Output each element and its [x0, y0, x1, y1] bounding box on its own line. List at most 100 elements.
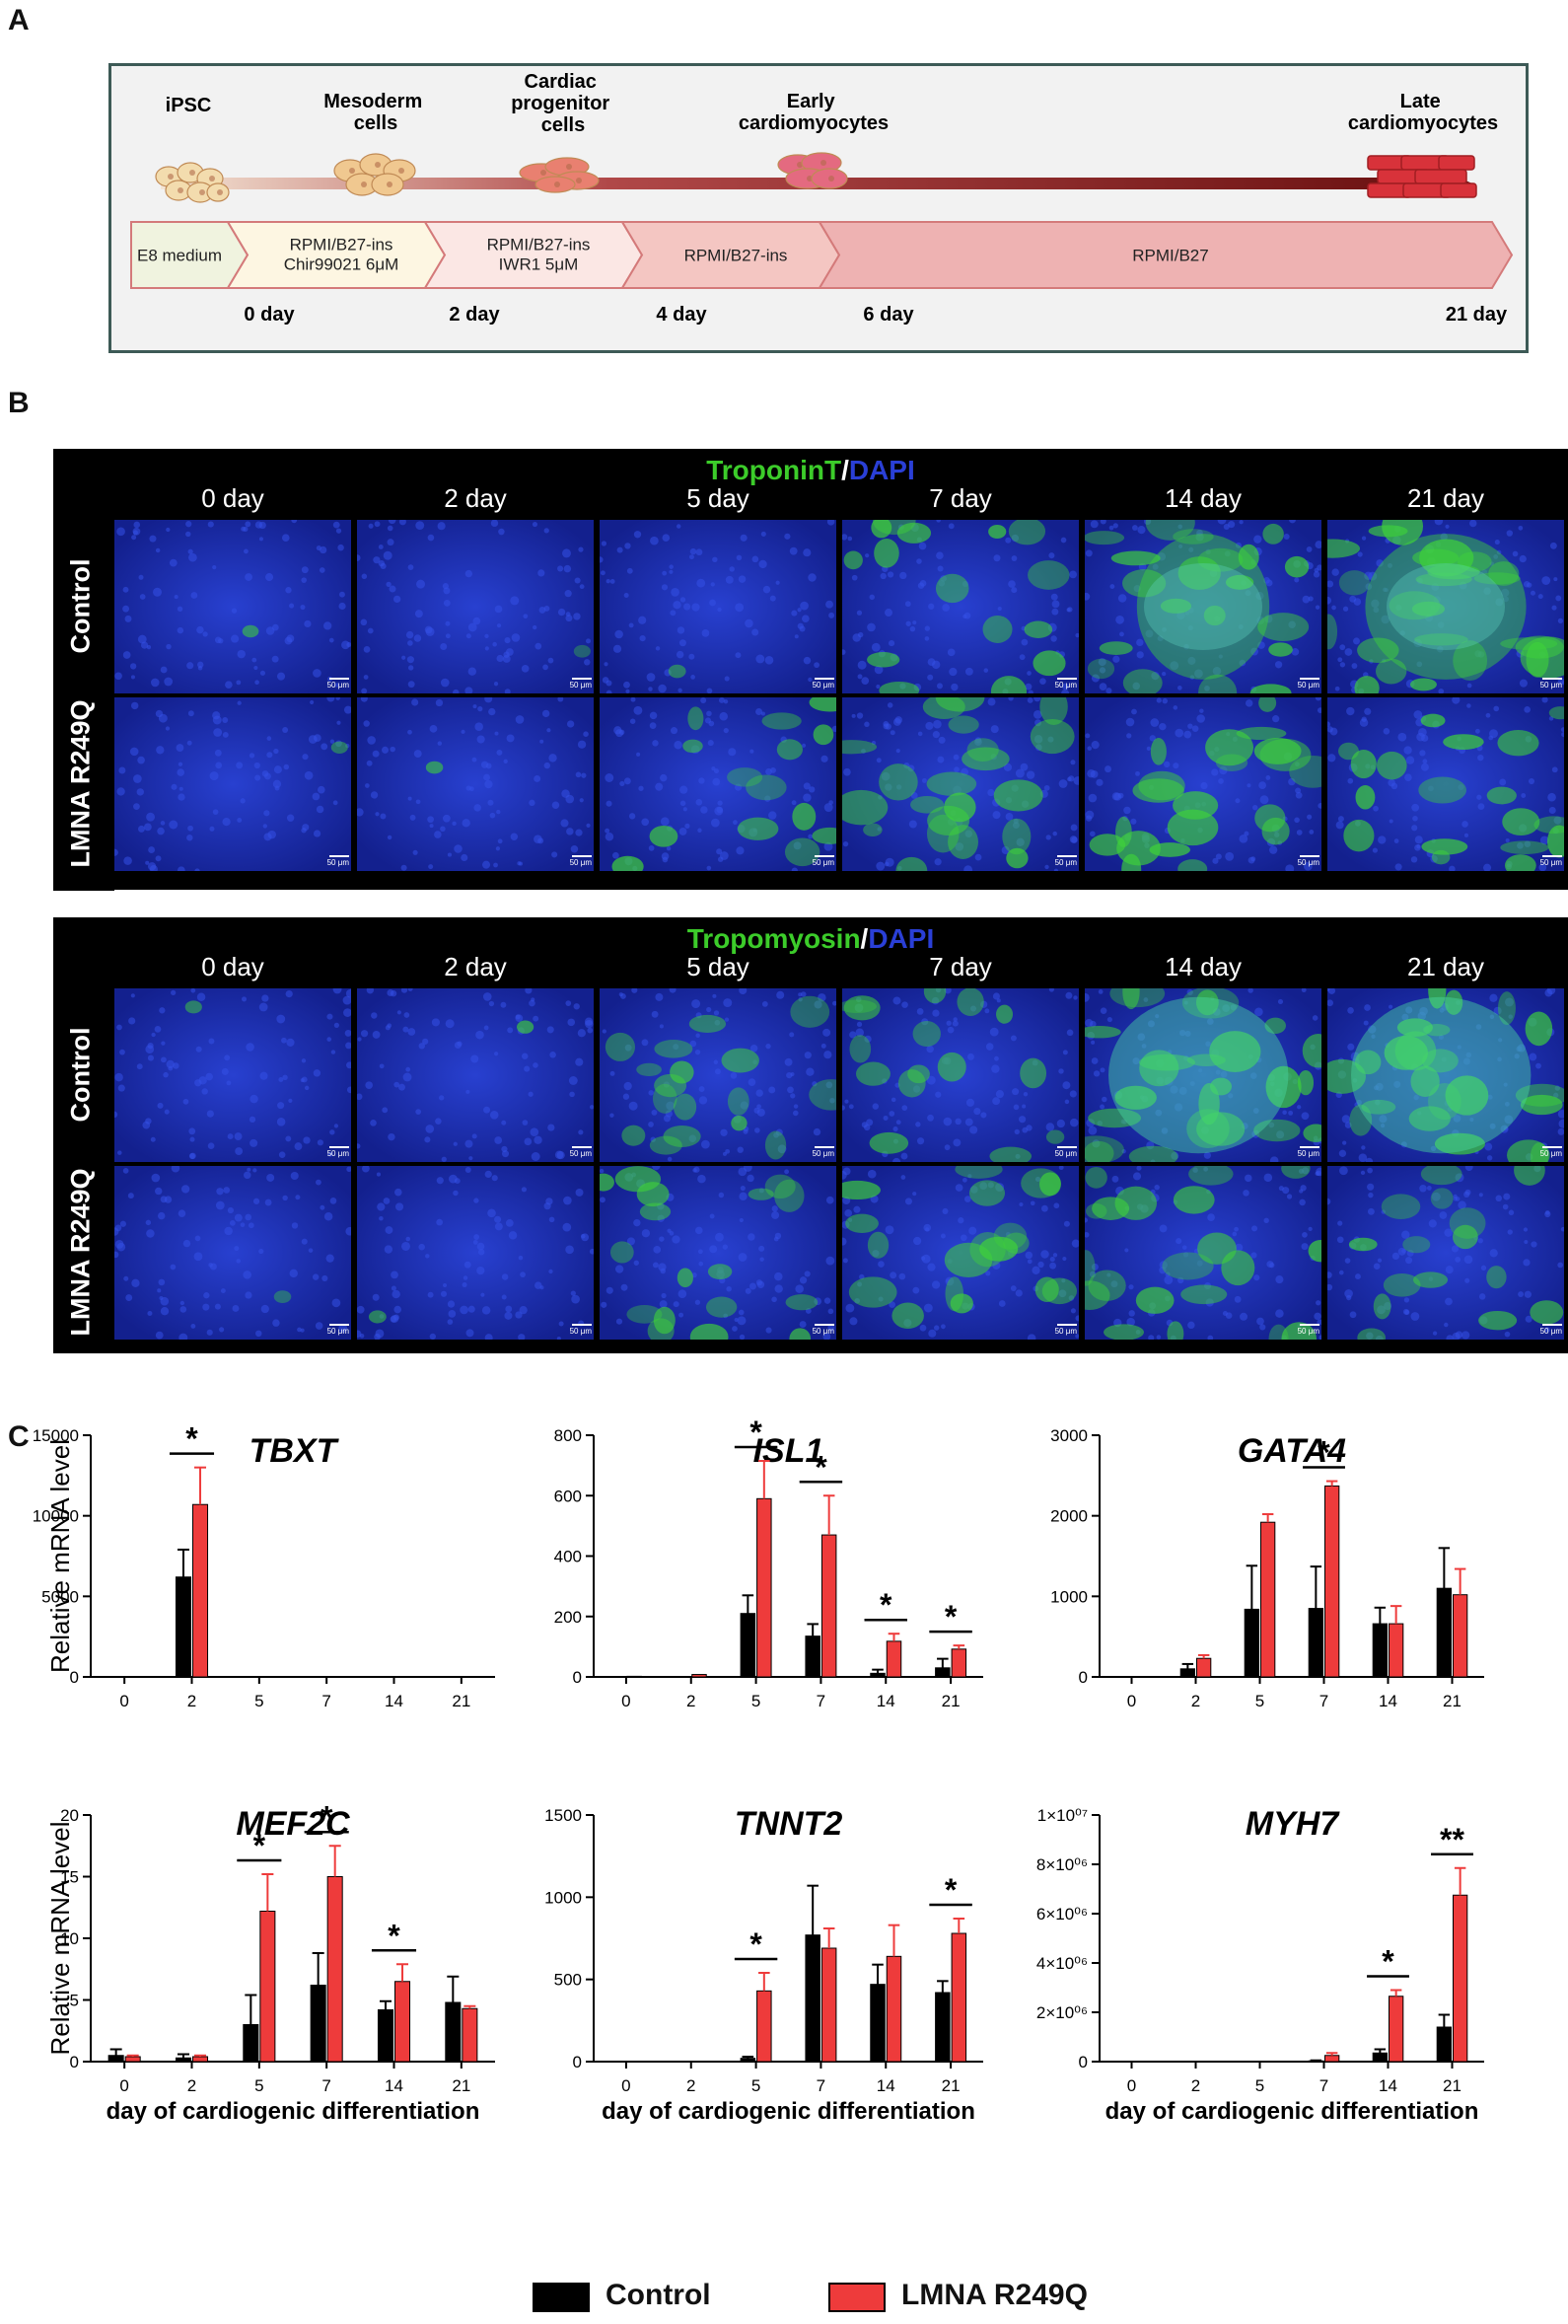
bar-mutant [462, 2007, 478, 2063]
significance-star: * [749, 1926, 762, 1962]
scale-bar [1542, 1324, 1562, 1326]
scale-bar [1057, 1146, 1077, 1148]
y-tick-label: 600 [554, 1487, 582, 1505]
x-tick-label: 0 [1127, 1692, 1136, 1710]
scale-label: 50 μm [812, 1149, 834, 1158]
differentiation-protocol-panel: iPSC Mesoderm cells Cardiac progenitor c… [108, 63, 1529, 353]
day-header: 7 day [929, 952, 992, 981]
micrograph-tile: 50 μm [600, 697, 838, 871]
tropomyosin-block: Tropomyosin/DAPI 0 day 2 day 5 day 7 day 14 … [53, 917, 1568, 1353]
qpcr-chart: TBXT 0 5000 10000 15000 0 2 5 7 14 21 * Relative mRN… [33, 1421, 495, 1710]
x-tick-label: 2 [187, 2076, 196, 2095]
scale-bar [1542, 1146, 1562, 1148]
significance-star: ** [1440, 1822, 1464, 1857]
x-tick-label: 7 [817, 1692, 825, 1710]
significance-star: * [880, 1587, 892, 1623]
chart-title: MEF2C [236, 1805, 350, 1843]
micrograph-tile: 50 μm [1085, 520, 1323, 693]
significance-star: * [1382, 1944, 1394, 1980]
scale-label: 50 μm [1054, 1327, 1077, 1336]
y-tick-label: 500 [554, 1971, 582, 1990]
chart-title: GATA4 [1238, 1432, 1346, 1470]
bar-mutant [124, 2056, 141, 2063]
bar-mutant [951, 1648, 967, 1678]
scale-bar [815, 678, 834, 680]
micrograph-tile: 50 μm [842, 520, 1081, 693]
scale-bar [1300, 1146, 1319, 1148]
micrograph-tile: 50 μm [357, 520, 596, 693]
y-tick-label: 8×10⁰⁶ [1036, 1855, 1088, 1874]
media-segment [818, 221, 1514, 289]
bar-control [377, 2009, 394, 2063]
x-tick-label: 2 [686, 1692, 695, 1710]
day-label: 2 day [449, 304, 500, 326]
y-tick-label: 10 [60, 1929, 79, 1948]
y-tick-label: 3000 [1050, 1426, 1088, 1445]
x-tick-label: 5 [254, 2076, 263, 2095]
scale-label: 50 μm [1539, 1149, 1562, 1158]
scale-bar [1300, 1324, 1319, 1326]
micrograph-tile: 50 μm [600, 1166, 838, 1340]
stage-mesoderm: Mesoderm cells [323, 91, 422, 196]
media-label: E8 medium [137, 247, 222, 265]
x-tick-label: 5 [254, 1692, 263, 1710]
qpcr-chart: GATA4 0 1000 2000 3000 0 2 5 7 14 21 * [1050, 1426, 1484, 1710]
scale-bar [1300, 678, 1319, 680]
y-tick-label: 1000 [544, 1888, 582, 1907]
x-tick-label: 14 [1379, 1692, 1397, 1710]
bar-mutant [1453, 1894, 1468, 2063]
x-tick-label: 21 [452, 2076, 470, 2095]
y-tick-label: 400 [554, 1548, 582, 1566]
scale-label: 50 μm [326, 858, 349, 867]
bar-control [107, 2055, 124, 2063]
day-header: 7 day [929, 483, 992, 513]
y-tick-label: 800 [554, 1426, 582, 1445]
y-tick-label: 2000 [1050, 1507, 1088, 1526]
bar-control [1436, 2026, 1452, 2063]
micrograph-tile: 50 μm [114, 1166, 353, 1340]
micrograph-tile: 50 μm [1085, 988, 1323, 1162]
stage-cardiac-progenitor: Cardiac progenitor cells [511, 71, 609, 193]
significance-star: * [253, 1828, 266, 1863]
scale-label: 50 μm [812, 1327, 834, 1336]
x-tick-label: 5 [751, 1692, 760, 1710]
bar-control [805, 1635, 820, 1678]
significance-star: * [185, 1421, 198, 1457]
x-tick-label: 21 [1443, 1692, 1461, 1710]
scale-label: 50 μm [1054, 1149, 1077, 1158]
bar-control [1372, 1623, 1388, 1678]
x-tick-label: 5 [751, 2076, 760, 2095]
x-tick-label: 5 [1255, 1692, 1264, 1710]
bar-control [935, 1667, 951, 1678]
scale-label: 50 μm [326, 681, 349, 690]
panel-label-b: B [8, 387, 30, 419]
scale-bar [572, 1324, 592, 1326]
bar-mutant [1389, 1623, 1404, 1678]
x-tick-label: 14 [877, 1692, 895, 1710]
chart-title: TBXT [249, 1432, 340, 1470]
scale-bar [815, 1146, 834, 1148]
bar-mutant [626, 1675, 642, 1678]
x-tick-label: 21 [942, 1692, 961, 1710]
y-tick-label: 20 [60, 1806, 79, 1825]
scale-label: 50 μm [326, 1327, 349, 1336]
scale-label: 50 μm [1054, 858, 1077, 867]
day-header: 0 day [201, 483, 264, 513]
y-tick-label: 0 [1079, 2053, 1088, 2071]
scale-label: 50 μm [812, 681, 834, 690]
bar-mutant [886, 1955, 902, 2063]
x-tick-label: 0 [119, 1692, 128, 1710]
bar-control [1244, 1608, 1259, 1678]
x-tick-label: 0 [621, 1692, 630, 1710]
significance-star: * [815, 1449, 827, 1485]
stage-ipsc: iPSC [155, 95, 230, 203]
y-tick-label: 5000 [41, 1587, 79, 1606]
x-tick-label: 14 [877, 2076, 895, 2095]
micrograph-tile: 50 μm [1327, 697, 1566, 871]
tropomyosin-title: Tropomyosin/DAPI [686, 923, 935, 954]
day-label: 0 day [244, 304, 295, 326]
x-tick-label: 2 [686, 2076, 695, 2095]
day-label: 21 day [1446, 304, 1508, 326]
